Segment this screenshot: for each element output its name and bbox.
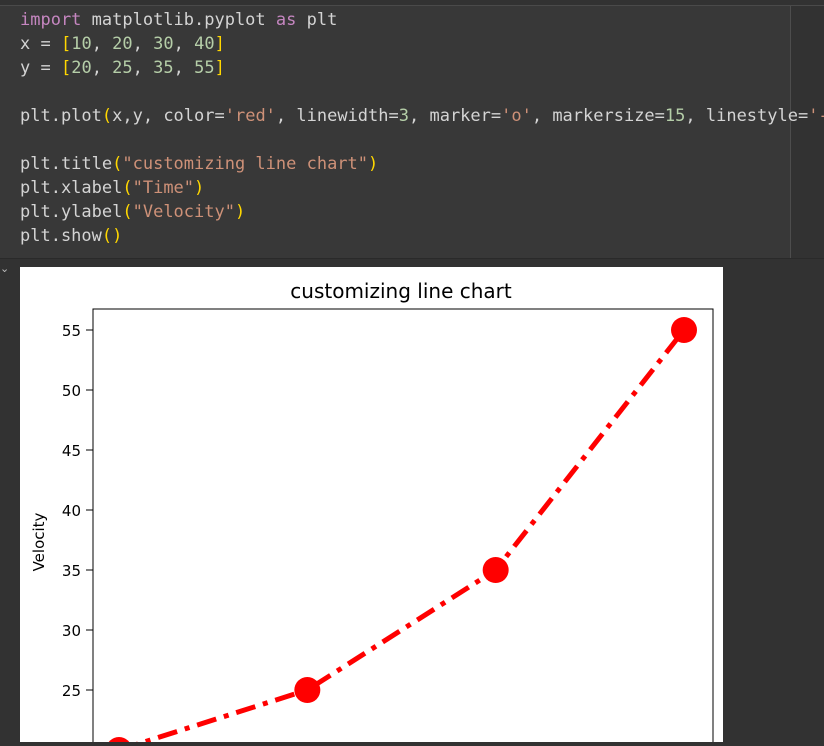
code-token: plt.title bbox=[20, 154, 113, 174]
code-token: x = bbox=[20, 34, 61, 54]
code-token: () bbox=[101, 226, 123, 246]
code-token: y = bbox=[20, 58, 61, 78]
cell-output: customizing line chart 25 30 35 40 45 50 55 Ve… bbox=[20, 267, 723, 746]
code-token: , bbox=[173, 58, 195, 78]
code-token: "Velocity" bbox=[132, 202, 235, 222]
code-line: x = [10, 20, 30, 40] bbox=[20, 32, 225, 56]
code-token: 10 bbox=[71, 34, 92, 54]
code-token: plt.ylabel bbox=[20, 202, 123, 222]
code-token: , bbox=[173, 34, 195, 54]
code-line: plt.ylabel("Velocity") bbox=[20, 200, 245, 224]
code-token: , linestyle= bbox=[685, 106, 809, 126]
code-token: ) bbox=[194, 178, 205, 198]
code-token: 55 bbox=[194, 58, 215, 78]
code-token: ) bbox=[368, 154, 379, 174]
code-token: [ bbox=[60, 58, 72, 78]
code-token: ( bbox=[101, 106, 113, 126]
y-axis-label: Velocity bbox=[30, 512, 48, 571]
code-token: ] bbox=[214, 58, 225, 78]
code-token: plt.xlabel bbox=[20, 178, 123, 198]
code-line: plt.plot(x,y, color='red', linewidth=3, … bbox=[20, 104, 824, 128]
series-line bbox=[123, 328, 686, 746]
data-point-marker bbox=[294, 677, 321, 703]
code-token: , markersize= bbox=[531, 106, 665, 126]
code-line: plt.xlabel("Time") bbox=[20, 176, 204, 200]
code-token: "Time" bbox=[132, 178, 195, 198]
code-token: ( bbox=[122, 202, 133, 222]
code-token: 40 bbox=[194, 34, 215, 54]
y-tick-label: 45 bbox=[62, 442, 81, 460]
output-collapse-marker[interactable]: ⌄ bbox=[0, 262, 10, 275]
code-cell[interactable]: import matplotlib.pyplot as plt x = [10, … bbox=[0, 6, 824, 258]
code-token: , bbox=[132, 34, 154, 54]
code-line: import matplotlib.pyplot as plt bbox=[20, 8, 337, 32]
data-point-marker bbox=[482, 557, 509, 583]
code-line: plt.show() bbox=[20, 224, 122, 248]
y-tick-label: 55 bbox=[62, 322, 81, 340]
code-token: 35 bbox=[153, 58, 174, 78]
plot-frame bbox=[92, 308, 714, 746]
line-chart: customizing line chart 25 30 35 40 45 50 55 Ve… bbox=[30, 279, 714, 746]
code-token: , bbox=[91, 34, 113, 54]
code-token: x,y, color= bbox=[112, 106, 225, 126]
code-token: ] bbox=[214, 34, 225, 54]
code-token: 3 bbox=[398, 106, 409, 126]
code-token: 'red' bbox=[224, 106, 276, 126]
code-token: 20 bbox=[71, 58, 92, 78]
y-tick-label: 25 bbox=[62, 682, 81, 700]
code-token: 30 bbox=[153, 34, 174, 54]
code-token: , marker= bbox=[409, 106, 502, 126]
code-token: plt bbox=[296, 10, 338, 30]
y-axis-ticks: 25 30 35 40 45 50 55 bbox=[62, 322, 93, 700]
code-line: y = [20, 25, 35, 55] bbox=[20, 56, 225, 80]
code-line: plt.title("customizing line chart") bbox=[20, 152, 378, 176]
code-token: ( bbox=[112, 154, 123, 174]
code-token: [ bbox=[60, 34, 72, 54]
code-token: 15 bbox=[664, 106, 686, 126]
code-token: as bbox=[275, 10, 297, 30]
y-tick-label: 30 bbox=[62, 622, 81, 640]
code-token: ( bbox=[122, 178, 133, 198]
top-divider bbox=[0, 5, 824, 6]
code-token: , linewidth= bbox=[275, 106, 399, 126]
y-tick-label: 50 bbox=[62, 382, 81, 400]
code-token: matplotlib.pyplot bbox=[81, 10, 276, 30]
code-token: plt.plot bbox=[20, 106, 102, 126]
code-token: import bbox=[20, 10, 82, 30]
code-token: ) bbox=[234, 202, 246, 222]
y-tick-label: 40 bbox=[62, 502, 81, 520]
data-point-marker bbox=[106, 737, 132, 746]
code-token: '-.' bbox=[808, 106, 824, 126]
chart-title: customizing line chart bbox=[290, 279, 512, 303]
code-token: 25 bbox=[112, 58, 133, 78]
code-token: 20 bbox=[112, 34, 133, 54]
data-point-marker bbox=[671, 317, 697, 343]
code-token: 'o' bbox=[501, 106, 532, 126]
code-token: plt.show bbox=[20, 226, 102, 246]
y-tick-label: 35 bbox=[62, 562, 81, 580]
code-token: , bbox=[132, 58, 154, 78]
code-token: , bbox=[91, 58, 113, 78]
code-token: "customizing line chart" bbox=[122, 154, 369, 174]
cell-divider bbox=[0, 258, 824, 259]
